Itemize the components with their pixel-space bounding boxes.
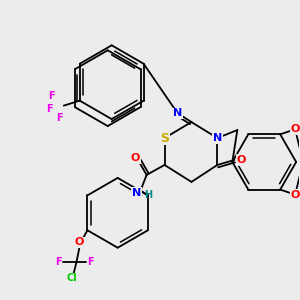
Text: O: O [237, 155, 246, 165]
Text: Cl: Cl [66, 273, 77, 283]
Text: O: O [75, 237, 84, 247]
Text: O: O [290, 124, 300, 134]
Text: N: N [213, 133, 222, 143]
Text: F: F [55, 257, 62, 267]
Text: F: F [87, 257, 94, 267]
Text: H: H [145, 190, 153, 200]
Text: F: F [49, 91, 55, 101]
Text: F: F [46, 103, 53, 114]
Text: N: N [173, 108, 182, 118]
Text: O: O [290, 190, 300, 200]
Text: S: S [160, 131, 169, 145]
Text: O: O [131, 153, 140, 163]
Text: N: N [132, 188, 141, 198]
Text: F: F [56, 112, 63, 123]
